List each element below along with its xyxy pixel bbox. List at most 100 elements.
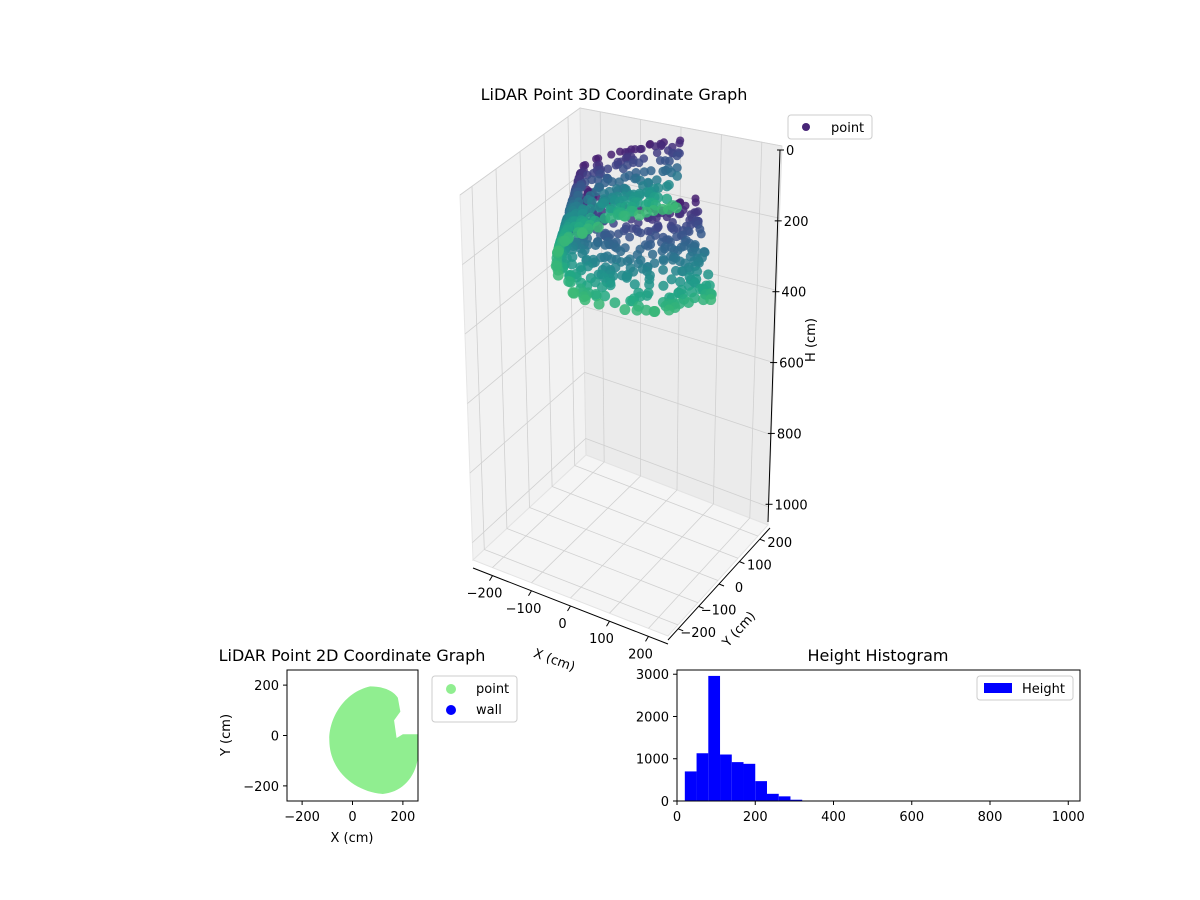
point-3d (593, 298, 605, 310)
x-tick-label: 0 (673, 810, 681, 825)
point-3d (633, 209, 645, 221)
point-3d (585, 203, 596, 215)
x-tick-label: 0 (348, 810, 356, 825)
point-3d (605, 279, 616, 291)
y-tick-mark (678, 628, 684, 632)
legend-3d: point (787, 114, 873, 140)
histogram-bar (766, 793, 779, 801)
z-tick-label: 800 (777, 427, 802, 442)
point-3d (619, 210, 631, 222)
point-3d (563, 276, 574, 287)
point-3d (629, 279, 640, 290)
y-tick-mark (698, 605, 704, 609)
x-tick-label: −200 (284, 810, 320, 825)
legend-2d-wall-marker (446, 705, 456, 715)
grid-line (469, 371, 772, 474)
point-3d (607, 254, 617, 264)
x-tick-mark (645, 636, 649, 642)
point-3d (675, 139, 684, 148)
point-3d (691, 198, 700, 207)
y-tick-label: −200 (243, 780, 279, 795)
point-3d (658, 265, 668, 275)
ticks-2d: −200 0 200 −200 0 200 (243, 679, 415, 825)
point-3d (683, 297, 694, 308)
ticks-histogram: 0 200 400 600 800 1000 0 1000 2000 3000 (636, 668, 1085, 825)
point-3d (662, 212, 672, 222)
point-3d (637, 144, 646, 153)
point-3d (579, 294, 591, 306)
point-3d (618, 164, 628, 174)
y-tick-mark (718, 583, 725, 587)
grid-line (519, 151, 530, 508)
point-3d (668, 255, 678, 265)
point-3d (643, 241, 653, 251)
legend-histogram-swatch (984, 683, 1012, 693)
x-tick-label: 400 (821, 810, 846, 825)
y-tick-label: 0 (661, 795, 669, 810)
z-tick-label: 0 (786, 144, 794, 159)
chart-2d: LiDAR Point 2D Coordinate Graph −200 0 200… (219, 646, 518, 846)
grid-line (529, 507, 719, 581)
legend-2d-wall-label: wall (476, 703, 502, 718)
grid-line (484, 549, 679, 626)
point-3d (576, 228, 588, 239)
point-cloud-2d (329, 686, 418, 794)
point-3d (703, 269, 714, 280)
y-tick-label: 200 (767, 536, 792, 551)
point-3d (647, 249, 658, 259)
x-tick-mark (489, 575, 493, 581)
y-tick-label: −200 (680, 626, 716, 641)
x-axis-title-3d: X (cm) (531, 646, 577, 675)
scatter-2d-group (329, 686, 418, 794)
point-3d (592, 221, 604, 233)
legend-2d-point-label: point (476, 682, 509, 697)
point-3d (672, 232, 682, 242)
z-tick-label: 1000 (775, 498, 808, 513)
x-tick-mark (528, 590, 532, 597)
grid-line (574, 465, 759, 537)
histogram-bar (790, 799, 803, 801)
x-tick-label: 600 (899, 810, 924, 825)
y-tick-mark (759, 538, 765, 542)
y-tick-label: 100 (747, 559, 772, 574)
grid-line (471, 186, 485, 550)
legend-histogram-label: Height (1022, 682, 1065, 697)
x-tick-label: −100 (506, 602, 542, 617)
grid-line (506, 528, 699, 604)
point-3d (596, 281, 608, 293)
point-3d (651, 175, 662, 185)
grid-line (551, 486, 739, 559)
point-3d (590, 240, 601, 250)
z-tick-label: 400 (781, 286, 806, 301)
point-3d (550, 260, 562, 272)
x-tick-label: 100 (589, 632, 614, 647)
point-3d (666, 274, 677, 285)
x-tick-label: 200 (390, 810, 415, 825)
point-3d (651, 142, 660, 151)
z-tick-label: 600 (779, 357, 804, 372)
grid-line (472, 438, 769, 543)
z-tick-label: 200 (784, 215, 809, 230)
point-3d (652, 148, 662, 158)
point-3d (594, 154, 603, 163)
legend-2d-point-marker (446, 684, 456, 694)
point-3d (658, 255, 669, 266)
point-3d (552, 269, 564, 281)
grid-line (543, 134, 553, 487)
x-tick-label: 800 (978, 810, 1003, 825)
histogram-bar (755, 781, 767, 801)
histogram-bar (696, 753, 709, 801)
point-3d (675, 276, 686, 287)
point-3d (634, 158, 644, 168)
grid-line (749, 142, 763, 519)
point-cloud-3d (550, 136, 717, 317)
x-tick-label: 200 (628, 647, 653, 662)
histogram-bar (731, 762, 744, 801)
point-3d (663, 203, 674, 215)
point-3d (616, 246, 626, 257)
y-tick-label: 2000 (636, 710, 669, 725)
point-3d (600, 240, 610, 250)
point-3d (607, 150, 616, 159)
point-3d (568, 287, 580, 299)
x-tick-mark (567, 605, 571, 612)
